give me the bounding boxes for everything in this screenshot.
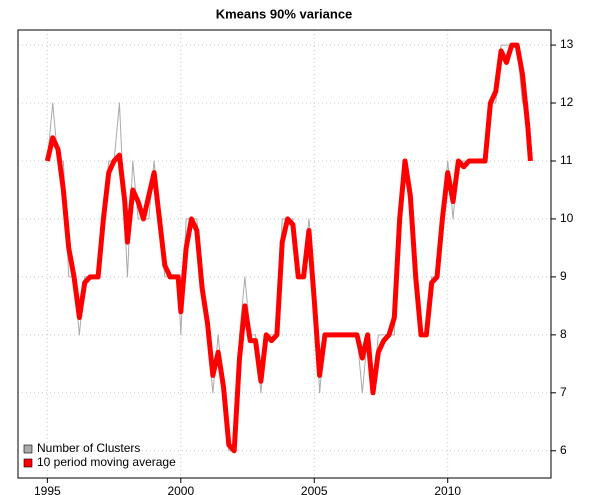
y-tick-label: 13: [560, 37, 574, 51]
y-tick-label: 10: [560, 211, 574, 225]
chart-title: Kmeans 90% variance: [216, 6, 353, 21]
y-tick-label: 7: [560, 385, 567, 399]
y-tick-label: 11: [560, 153, 573, 167]
x-tick-label: 1995: [34, 484, 61, 495]
y-tick-label: 8: [560, 327, 567, 341]
x-tick-label: 2010: [434, 484, 461, 495]
y-tick-label: 6: [560, 443, 567, 457]
y-tick-label: 12: [560, 95, 574, 109]
x-tick-label: 2005: [301, 484, 328, 495]
legend-label: Number of Clusters: [37, 441, 140, 455]
legend-swatch: [23, 458, 33, 468]
legend-label: 10 period moving average: [37, 455, 176, 469]
plot-frame: [17, 29, 552, 479]
y-tick-label: 9: [560, 269, 567, 283]
series-line: [46, 44, 531, 452]
legend-swatch: [23, 444, 33, 454]
series-line: [44, 42, 533, 454]
x-tick-label: 2000: [167, 484, 194, 495]
